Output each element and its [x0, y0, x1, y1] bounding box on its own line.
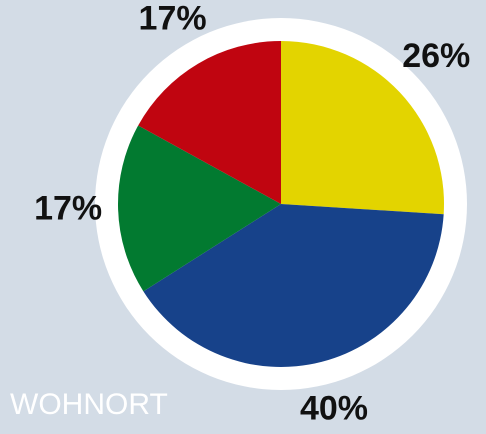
pie-slice: [138, 41, 281, 204]
chart-title: WOHNORT: [10, 388, 168, 421]
data-label: 17%: [139, 0, 207, 38]
data-label: 17%: [34, 190, 102, 228]
pie-slice: [143, 204, 444, 367]
pie-slice: [118, 125, 281, 292]
data-label: 40%: [300, 389, 368, 427]
pie-slice: [281, 41, 444, 215]
data-label: 26%: [402, 37, 470, 75]
